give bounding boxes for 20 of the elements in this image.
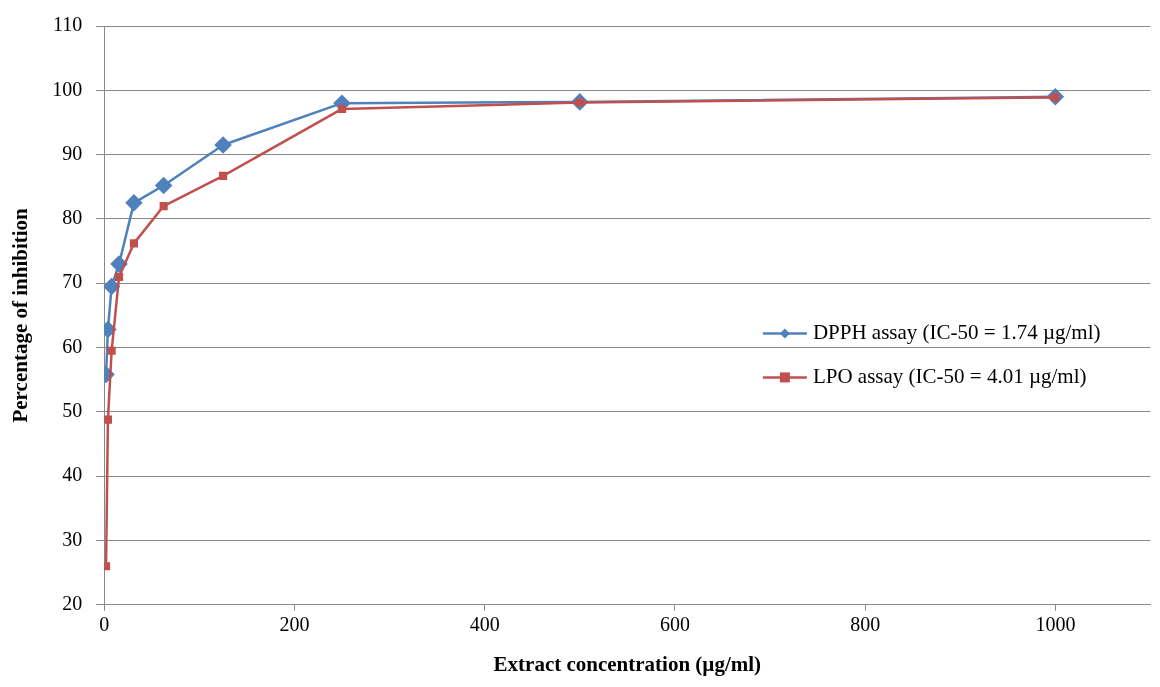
x-tick-label: 800 [850,613,881,636]
y-tick-label: 110 [52,13,83,36]
x-axis-title: Extract concentration (µg/ml) [493,651,762,676]
y-tick-label: 60 [62,334,83,357]
y-tick-label: 50 [62,399,83,422]
x-tick-label: 200 [279,613,310,636]
y-tick-label: 20 [62,592,83,615]
x-tick-label: 0 [99,613,110,636]
y-tick-label: 100 [52,77,83,100]
y-axis-title: Percentage of inhibition [8,207,33,423]
y-tick-label: 70 [62,270,83,293]
y-tick-label: 80 [62,206,83,229]
y-tick-label: 30 [62,527,83,550]
legend-label: LPO assay (IC-50 = 4.01 µg/ml) [812,363,1087,388]
x-tick-label: 600 [659,613,690,636]
legend-label: DPPH assay (IC-50 = 1.74 µg/ml) [812,319,1101,344]
x-tick-label: 400 [469,613,500,636]
y-tick-label: 90 [62,141,83,164]
y-tick-label: 40 [62,463,83,486]
x-tick-label: 1000 [1035,613,1076,636]
